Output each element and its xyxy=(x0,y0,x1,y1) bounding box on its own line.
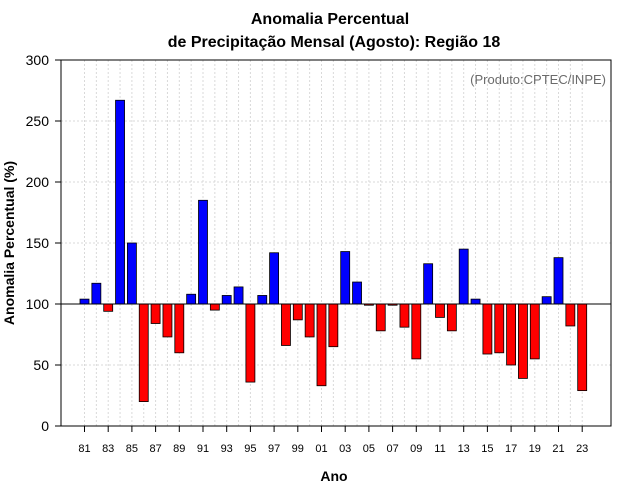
bars xyxy=(79,99,588,402)
bar-2001 xyxy=(316,303,327,387)
x-tick-label: 99 xyxy=(292,443,304,455)
bar-2021 xyxy=(553,257,564,305)
plot-frame xyxy=(60,59,612,427)
x-tick-label: 87 xyxy=(149,443,161,455)
bar-2018 xyxy=(518,303,528,379)
bar-1982 xyxy=(91,282,102,305)
x-tick-label: 23 xyxy=(576,443,588,455)
bar-2022 xyxy=(565,303,576,327)
bar-1997 xyxy=(269,252,280,305)
bar-1991 xyxy=(198,199,208,305)
bar-1988 xyxy=(162,303,173,338)
y-tick-label: 0 xyxy=(41,418,49,434)
bar-2003 xyxy=(340,251,351,305)
bar-1990 xyxy=(186,293,197,305)
x-tick-label: 11 xyxy=(434,443,445,455)
y-tick-label: 250 xyxy=(26,113,50,129)
chart-title-line1: Anomalia Percentual xyxy=(251,11,409,28)
x-tick-label: 13 xyxy=(458,443,470,455)
bar-2000 xyxy=(304,303,315,338)
bar-1984 xyxy=(115,99,125,305)
bar-2012 xyxy=(446,303,457,332)
bar-2008 xyxy=(399,303,410,328)
bar-1983 xyxy=(103,303,114,312)
bar-1999 xyxy=(292,303,303,321)
x-tick-label: 03 xyxy=(339,443,351,455)
x-tick-label: 21 xyxy=(552,443,564,455)
bar-1995 xyxy=(245,303,256,383)
bar-1992 xyxy=(209,303,220,311)
x-tick-label: 09 xyxy=(410,443,422,455)
bar-2010 xyxy=(423,263,434,305)
bar-1989 xyxy=(174,303,185,354)
x-tick-label: 07 xyxy=(386,443,398,455)
x-tick-label: 17 xyxy=(505,443,517,455)
x-tick-label: 15 xyxy=(481,443,493,455)
y-tick-label: 50 xyxy=(33,357,49,373)
bar-2014 xyxy=(470,298,481,305)
x-tick-label: 05 xyxy=(363,443,375,455)
y-axis-ticks: 0 50 100 150 200 250 300 xyxy=(26,52,61,434)
bar-1987 xyxy=(150,303,161,324)
bar-2020 xyxy=(541,296,552,305)
y-axis-label: Anomalia Percentual (%) xyxy=(1,161,17,325)
bar-1996 xyxy=(257,295,268,305)
x-tick-label: 81 xyxy=(78,443,90,455)
bar-2013 xyxy=(458,248,469,305)
bar-2023 xyxy=(577,303,588,392)
x-axis-label: Ano xyxy=(320,468,347,484)
bar-2009 xyxy=(411,303,422,360)
bar-2015 xyxy=(482,303,493,355)
credit-label: (Produto:CPTEC/INPE) xyxy=(470,72,606,87)
x-tick-label: 93 xyxy=(221,443,233,455)
y-tick-label: 150 xyxy=(26,235,50,251)
y-tick-label: 300 xyxy=(26,52,50,68)
x-tick-label: 01 xyxy=(315,443,327,455)
bar-1986 xyxy=(138,303,149,402)
chart-title-line2: de Precipitação Mensal (Agosto): Região … xyxy=(168,34,501,51)
y-tick-label: 100 xyxy=(26,296,50,312)
bar-1985 xyxy=(127,242,137,305)
bar-1998 xyxy=(281,303,291,346)
x-tick-label: 91 xyxy=(197,443,209,455)
bar-1994 xyxy=(233,286,244,305)
bar-2006 xyxy=(375,303,386,332)
x-tick-label: 83 xyxy=(102,443,114,455)
bar-1993 xyxy=(221,295,232,305)
bar-2004 xyxy=(352,281,362,305)
x-tick-label: 19 xyxy=(529,443,541,455)
bar-2017 xyxy=(506,303,517,366)
y-tick-label: 200 xyxy=(26,174,50,190)
bar-2019 xyxy=(529,303,540,360)
x-tick-label: 85 xyxy=(126,443,138,455)
bar-2011 xyxy=(435,303,445,318)
x-tick-label: 95 xyxy=(244,443,256,455)
bar-2002 xyxy=(328,303,339,348)
bar-1981 xyxy=(79,298,90,305)
x-tick-label: 89 xyxy=(173,443,185,455)
x-axis-ticks: 81 83 85 87 89 91 93 95 97 99 01 03 05 07 09 11 13 15 17 19… xyxy=(78,426,588,455)
x-tick-label: 97 xyxy=(268,443,280,455)
bar-2016 xyxy=(494,303,505,354)
